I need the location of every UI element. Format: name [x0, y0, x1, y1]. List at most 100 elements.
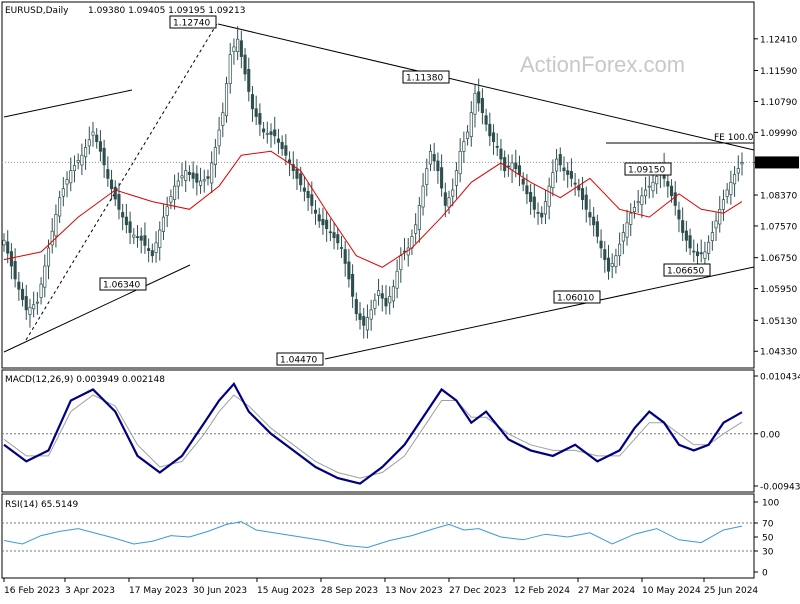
candle-body [432, 154, 436, 162]
candle-body [566, 170, 570, 175]
candle-body [491, 132, 496, 143]
candle-body [373, 299, 377, 309]
candle-body [410, 236, 414, 249]
rsi-line [3, 521, 743, 549]
price-tick-label: 1.04330 [760, 348, 797, 358]
candle-body [336, 234, 340, 244]
candle-body [325, 219, 329, 230]
rsi-tick-label: 50 [762, 534, 774, 544]
candle-body [710, 232, 714, 242]
swing-label: 1.06340 [103, 281, 140, 291]
candle-body [369, 309, 373, 320]
swing-label: 1.09150 [628, 166, 665, 176]
candle-body [588, 212, 592, 218]
rsi-tick-label: 100 [762, 499, 779, 509]
candle-body [736, 168, 740, 174]
candle-body [614, 255, 618, 267]
candle-body [135, 236, 140, 239]
candle-body [147, 248, 151, 251]
candle-body [206, 176, 210, 179]
candle-body [313, 209, 318, 214]
candle-body [339, 247, 344, 249]
candle-body [176, 180, 180, 187]
triangle-lower-line [324, 266, 755, 360]
candle-body [276, 138, 280, 143]
candle-body [321, 219, 325, 226]
candle-body [695, 251, 700, 257]
candle-body [262, 128, 266, 133]
candle-body [707, 241, 711, 254]
candle-body [310, 194, 314, 206]
swing-label-box [402, 70, 450, 84]
candle-body [17, 281, 21, 290]
rsi-title: RSI(14) 65.5149 [5, 500, 78, 510]
candle-body [688, 235, 692, 249]
candle-body [551, 172, 555, 189]
candle-body [632, 207, 637, 213]
candle-body [395, 270, 399, 289]
candle-body [250, 94, 255, 110]
current-price-box [755, 156, 799, 169]
date-tick-label: 27 Dec 2023 [449, 586, 507, 596]
candle-body [199, 180, 203, 186]
candle-body [24, 296, 28, 311]
candle-body [139, 235, 143, 241]
macd-tick-label: 0.010434 [760, 373, 800, 383]
candle-body [124, 216, 128, 226]
candle-body [169, 196, 173, 203]
candle-body [477, 91, 481, 104]
candle-body [102, 147, 106, 166]
candle-body [606, 257, 611, 272]
candle-body [644, 189, 648, 197]
candle-body [714, 220, 718, 229]
candle-body [161, 216, 166, 232]
current-price-label: 1.09213 [759, 159, 796, 169]
candle-body [703, 251, 707, 259]
date-tick-label: 30 Jun 2023 [193, 586, 247, 596]
candle-body [729, 181, 733, 195]
price-tick-label: 1.11590 [760, 67, 797, 77]
date-tick-label: 15 Aug 2023 [257, 586, 315, 596]
candle-body [503, 157, 507, 172]
candle-body [488, 123, 492, 137]
swing-label-box [553, 290, 601, 304]
candle-body [555, 158, 559, 172]
candle-body [377, 290, 381, 296]
candle-body [128, 221, 132, 233]
candle-body [173, 185, 177, 200]
candle-body [458, 150, 462, 175]
candle-body [143, 235, 147, 246]
candle-body [721, 199, 726, 210]
rsi-pane [1, 493, 755, 579]
candle-body [299, 173, 303, 186]
date-tick-label: 13 Nov 2023 [385, 586, 443, 596]
rally-dashed-line [25, 21, 219, 341]
candle-body [521, 178, 525, 185]
candle-body [354, 299, 358, 315]
candle-body [9, 251, 13, 267]
candle-body [265, 132, 269, 135]
macd-tick-label: 0.00 [760, 430, 780, 440]
candle-body [187, 171, 191, 175]
price-pane [1, 1, 755, 369]
candle-body [495, 145, 499, 148]
candle-body [13, 261, 17, 280]
candle-body [35, 301, 39, 304]
candle-body [540, 212, 544, 218]
swing-label-box [624, 162, 672, 176]
candle-body [425, 168, 429, 185]
candle-body [595, 221, 599, 237]
candle-body [388, 295, 392, 304]
price-tick-label: 1.05130 [760, 317, 797, 327]
candle-body [72, 165, 77, 172]
candle-body [669, 185, 674, 197]
candle-body [2, 239, 6, 246]
candle-body [536, 212, 540, 214]
candle-body [210, 162, 214, 184]
triangle-upper-line [217, 23, 755, 151]
swing-label: 1.06650 [667, 267, 704, 277]
candle-body [514, 162, 518, 170]
candle-body [343, 249, 347, 264]
candle-body [684, 230, 688, 241]
